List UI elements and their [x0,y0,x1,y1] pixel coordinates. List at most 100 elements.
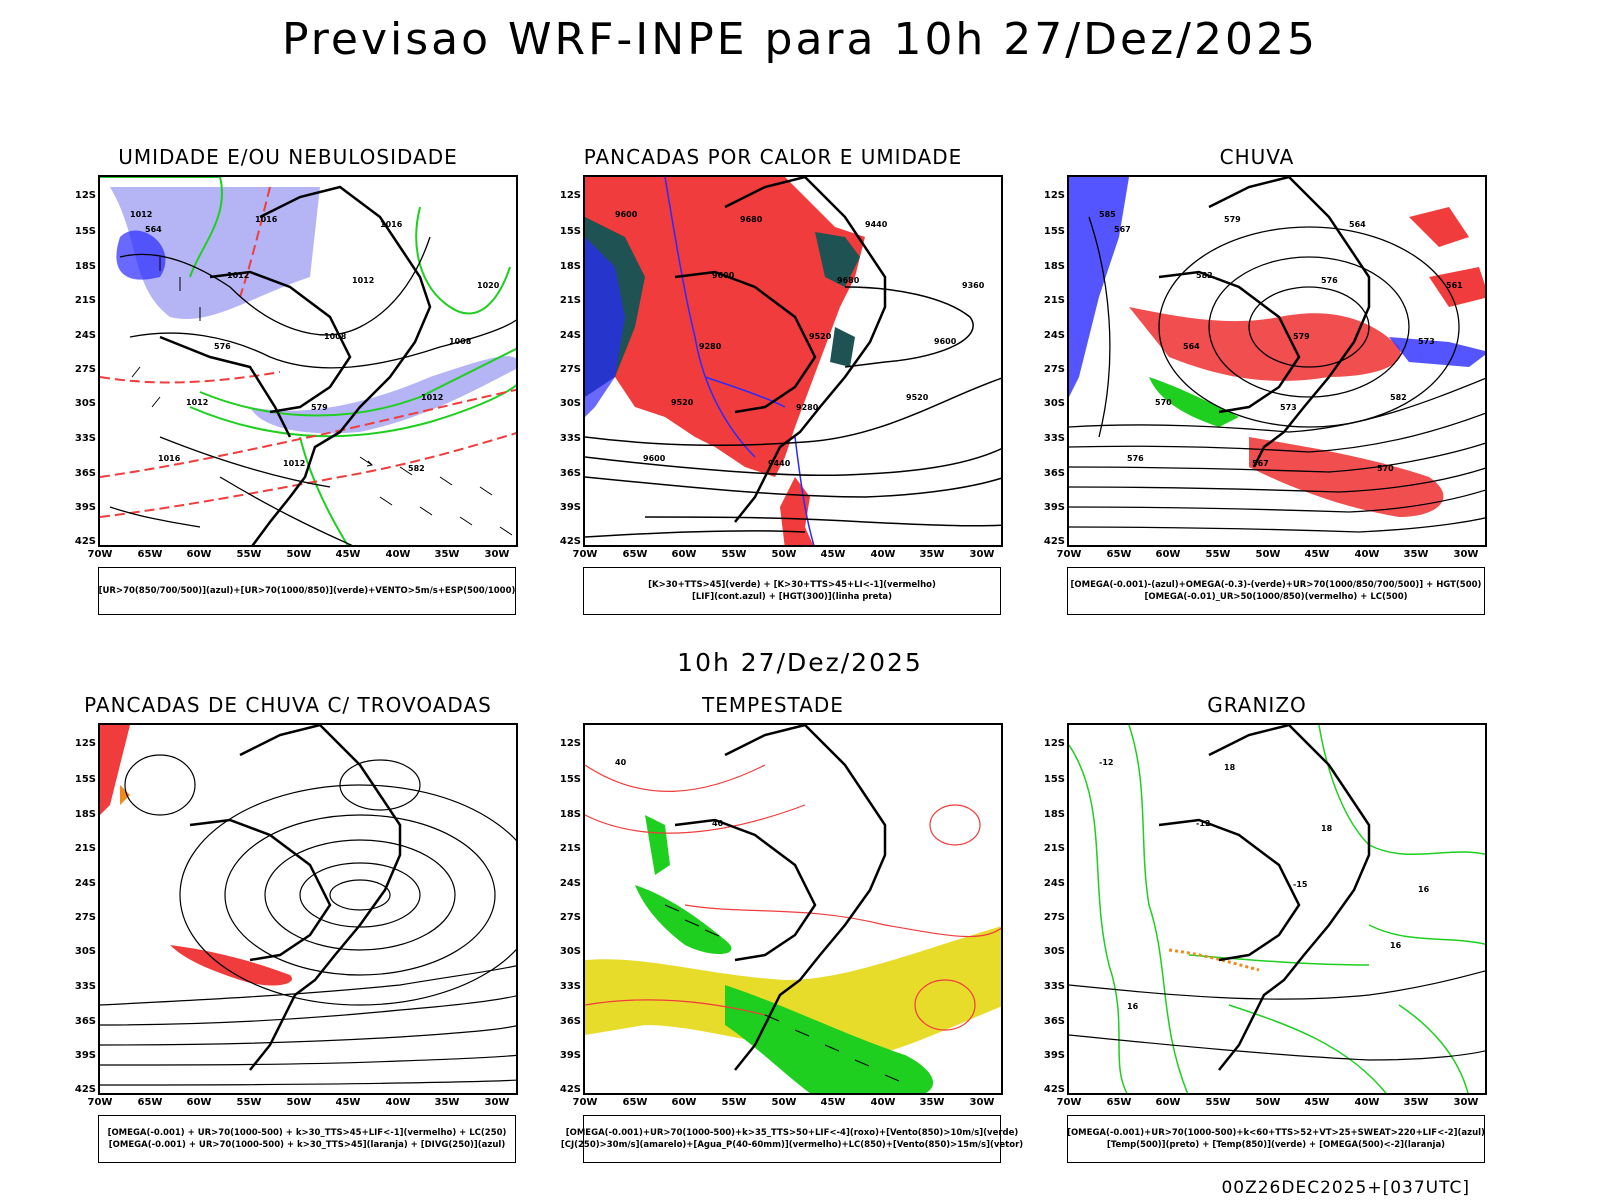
contour-label: -15 [1293,880,1308,889]
lon-tick-label: 40W [385,549,411,560]
contour-label: 1012 [227,271,249,280]
lon-tick-label: 50W [286,1097,312,1108]
legend-line: [OMEGA(-0.001) + UR>70(1000-500) + k>30_… [107,1128,507,1138]
contour-label: 16 [1390,941,1402,950]
lon-tick-label: 60W [1155,549,1181,560]
contour-label: 1016 [380,220,403,229]
panel-tempestade: TEMPESTADE 40 40 [OMEGA(-0.001)+UR>70(100… [533,693,1023,1193]
panel-umidade: UMIDADE E/OU NEBULOSIDADE [48,145,528,645]
lat-tick-label: 30S [74,946,96,957]
lon-tick-label: 70W [572,549,598,560]
lat-tick-label: 27S [74,912,96,923]
lat-tick-label: 21S [559,843,581,854]
lat-tick-label: 15S [74,774,96,785]
panel-title: TEMPESTADE [702,693,844,717]
lon-tick-label: 30W [969,1097,995,1108]
lat-tick-label: 33S [74,433,96,444]
contour-label: 9520 [671,398,694,407]
lat-tick-label: 12S [559,738,581,749]
contour-label: 564 [1183,342,1200,351]
lat-tick-label: 39S [1043,1050,1065,1061]
contour-label: 576 [1127,454,1144,463]
contour-label: 561 [1446,281,1463,290]
map-area: 9600 9600 9520 9520 9600 9680 9680 9600 9520 9440… [583,175,1003,547]
lon-tick-label: 55W [721,1097,747,1108]
lat-tick-label: 42S [1043,536,1065,547]
lon-tick-label: 40W [1354,549,1380,560]
contour-label: 567 [1252,459,1269,468]
lat-tick-label: 36S [74,468,96,479]
lon-tick-label: 65W [1106,549,1132,560]
lat-tick-label: 12S [1043,190,1065,201]
contour-label: 18 [1321,824,1333,833]
lat-tick-label: 36S [559,1016,581,1027]
contour-label: 1016 [255,215,278,224]
contour-label: 576 [214,342,231,351]
contour-label: 1012 [130,210,152,219]
map-area: 1012 1012 1008 1012 1016 1016 1012 1008 1012 1012… [98,175,518,547]
lon-tick-label: 35W [1403,549,1429,560]
legend-line: [UR>70(850/700/500)](azul)+[UR>70(1000/8… [98,586,516,596]
lon-tick-label: 35W [434,549,460,560]
lat-tick-label: 27S [1043,912,1065,923]
lat-tick-label: 24S [74,330,96,341]
lat-tick-label: 18S [559,809,581,820]
lon-tick-label: 35W [1403,1097,1429,1108]
lat-tick-label: 24S [1043,878,1065,889]
lat-tick-label: 18S [1043,809,1065,820]
lon-tick-label: 70W [1056,1097,1082,1108]
lat-tick-label: 24S [559,330,581,341]
lat-tick-label: 42S [559,1084,581,1095]
lat-tick-label: 39S [559,502,581,513]
lat-tick-label: 21S [1043,843,1065,854]
legend-line: [OMEGA(-0.01)_UR>50(1000/850)(vermelho) … [1144,592,1408,602]
contour-label: 1020 [477,281,500,290]
lon-tick-label: 55W [721,549,747,560]
panel-title: PANCADAS POR CALOR E UMIDADE [583,145,963,169]
contour-label: 16 [1418,885,1430,894]
contour-label: 1012 [352,276,374,285]
contour-label: 1008 [449,337,472,346]
contour-label: 1012 [283,459,305,468]
lat-tick-label: 27S [74,364,96,375]
lat-tick-label: 21S [559,295,581,306]
contour-label: -12 [1099,758,1113,767]
contour-label: 576 [1321,276,1338,285]
panel-title: UMIDADE E/OU NEBULOSIDADE [118,145,458,169]
contour-label: 582 [1196,271,1213,280]
lon-tick-label: 30W [1453,549,1479,560]
contour-label: 564 [145,225,162,234]
lat-tick-label: 27S [559,912,581,923]
lon-tick-label: 65W [1106,1097,1132,1108]
legend-line: [OMEGA(-0.001)-(azul)+OMEGA(-0.3)-(verde… [1070,580,1482,590]
lon-tick-label: 45W [1304,549,1330,560]
lon-tick-label: 30W [969,549,995,560]
lat-tick-label: 15S [1043,226,1065,237]
lat-tick-label: 42S [559,536,581,547]
lon-tick-label: 50W [771,1097,797,1108]
lat-tick-label: 36S [559,468,581,479]
lat-tick-label: 12S [1043,738,1065,749]
contour-label: 1016 [158,454,181,463]
contour-label: 9280 [796,403,819,412]
lon-tick-label: 30W [484,549,510,560]
lat-tick-label: 27S [1043,364,1065,375]
lon-tick-label: 60W [186,1097,212,1108]
lon-tick-label: 30W [1453,1097,1479,1108]
lat-tick-label: 12S [74,190,96,201]
contour-label: 9600 [615,210,638,219]
lon-tick-label: 65W [622,1097,648,1108]
contour-label: 18 [1224,763,1236,772]
contour-label: 9680 [837,276,860,285]
lon-tick-label: 60W [671,549,697,560]
lat-tick-label: 15S [74,226,96,237]
lon-tick-label: 70W [87,1097,113,1108]
contour-label: 16 [1127,1002,1139,1011]
contour-label: 1008 [324,332,347,341]
lat-tick-label: 39S [1043,502,1065,513]
lat-tick-label: 24S [74,878,96,889]
lon-tick-label: 50W [1255,549,1281,560]
lat-tick-label: 24S [1043,330,1065,341]
contour-label: 40 [712,819,724,828]
contour-label: 9520 [906,393,929,402]
